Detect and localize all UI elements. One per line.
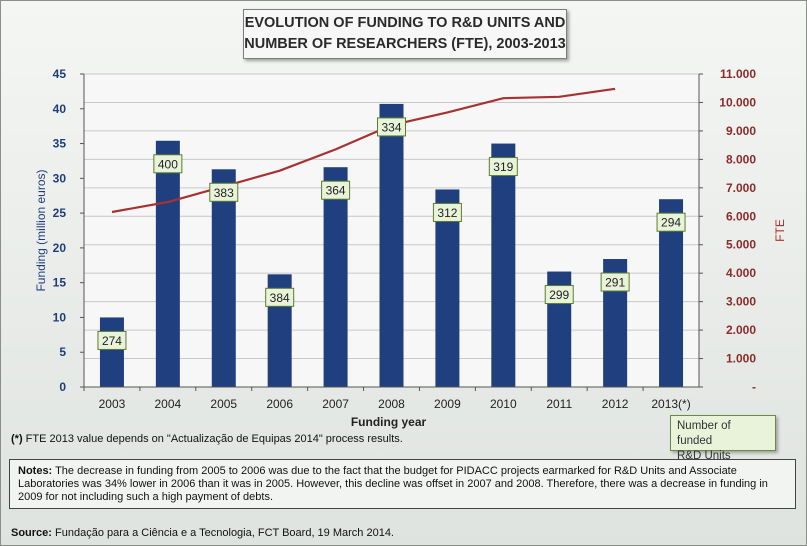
x-axis-title: Funding year — [351, 415, 427, 429]
bar — [379, 103, 404, 388]
data-label-box — [432, 202, 462, 222]
bar-data-label: 334 — [377, 117, 406, 137]
data-label-box — [209, 182, 239, 202]
source-note: Source: Fundação para a Ciência e a Tecn… — [11, 527, 394, 539]
x-tick-label: 2007 — [322, 397, 349, 411]
right-tick-label: 1.000 — [726, 352, 756, 366]
left-tick-label: 15 — [53, 276, 67, 290]
bar-data-labels: 274 400 383 384 364 334 312 319 299 291 294 — [97, 117, 686, 350]
chart-title-line-1: EVOLUTION OF FUNDING TO R&D UNITS AND — [244, 15, 566, 31]
bar-data-label: 383 — [209, 182, 239, 202]
bar — [99, 317, 124, 387]
x-tick-label: 2004 — [155, 397, 182, 411]
data-label-box — [600, 272, 630, 292]
right-tick-label: 3.000 — [726, 295, 756, 309]
left-tick-label: 0 — [59, 380, 66, 394]
right-tick-label: - — [752, 380, 756, 394]
fte-line — [111, 87, 616, 214]
data-label-text: 364 — [326, 184, 346, 198]
left-tick-label: 20 — [53, 241, 67, 255]
bar-data-label: 400 — [153, 154, 183, 174]
chart-title: EVOLUTION OF FUNDING TO R&D UNITS AND NU… — [243, 9, 567, 59]
data-label-text: 274 — [102, 334, 122, 348]
axes: 0 5 10 15 20 25 30 35 40 45 - 1.000 2.000 3.000 4.000 5… — [34, 67, 787, 429]
right-tick-label: 6.000 — [726, 209, 756, 223]
bar-data-label: 364 — [321, 180, 351, 200]
x-tick-label: 2003 — [99, 397, 126, 411]
left-tick-label: 35 — [53, 137, 67, 151]
bar — [323, 167, 348, 387]
right-tick-label: 8.000 — [726, 152, 756, 166]
data-label-text: 294 — [661, 216, 681, 230]
bar — [435, 189, 460, 387]
data-label-text: 383 — [214, 186, 234, 200]
right-tick-label: 11.000 — [720, 67, 756, 81]
x-tick-label: 2005 — [210, 397, 237, 411]
bar — [491, 143, 516, 387]
data-label-box — [488, 157, 518, 177]
x-tick-label: 2013(*) — [651, 397, 690, 411]
left-tick-label: 25 — [53, 206, 67, 220]
bar-data-label: 291 — [600, 272, 630, 292]
x-tick-label: 2012 — [602, 397, 629, 411]
notes-box: Notes: The decrease in funding from 2005… — [9, 459, 796, 509]
bar-data-label: 299 — [544, 285, 574, 305]
data-label-text: 299 — [549, 288, 569, 302]
fte-line-series — [111, 87, 616, 214]
x-tick-label: 2010 — [490, 397, 517, 411]
right-tick-label: 9.000 — [726, 124, 756, 138]
data-label-text: 319 — [493, 160, 513, 174]
data-label-box — [321, 180, 351, 200]
right-tick-label: 5.000 — [726, 238, 756, 252]
bar-data-label: 312 — [432, 202, 462, 222]
left-axis-title: Funding (million euros) — [34, 169, 48, 291]
data-label-box — [265, 287, 295, 307]
left-tick-label: 40 — [53, 102, 67, 116]
x-tick-label: 2009 — [434, 397, 461, 411]
footnote-marker: (*) — [11, 433, 23, 445]
data-label-box — [377, 117, 406, 137]
x-tick-label: 2006 — [266, 397, 293, 411]
left-tick-label: 30 — [53, 171, 67, 185]
x-tick-label: 2011 — [546, 397, 572, 411]
data-label-text: 291 — [605, 276, 625, 290]
x-tick-label: 2008 — [378, 397, 405, 411]
notes-label: Notes: — [18, 465, 53, 477]
left-tick-label: 10 — [53, 310, 67, 324]
right-tick-label: 7.000 — [726, 181, 756, 195]
right-axis-title: FTE — [773, 219, 787, 242]
right-tick-label: 2.000 — [726, 323, 756, 337]
bar-data-label: 294 — [656, 212, 686, 232]
source-text: Fundação para a Ciência e a Tecnologia, … — [51, 527, 394, 539]
chart-title-line-2: NUMBER OF RESEARCHERS (FTE), 2003-2013 — [244, 36, 566, 52]
source-label: Source: — [11, 527, 52, 539]
left-tick-label: 45 — [53, 67, 67, 81]
data-label-text: 384 — [270, 291, 290, 305]
right-tick-label: 4.000 — [726, 266, 756, 280]
data-label-text: 400 — [158, 157, 178, 171]
bar-data-label: 319 — [488, 157, 518, 177]
footnote: (*) FTE 2013 value depends on "Actualiza… — [11, 433, 403, 445]
data-label-box — [656, 212, 686, 232]
bar — [211, 169, 236, 387]
notes-text: The decrease in funding from 2005 to 200… — [18, 465, 768, 503]
bar — [155, 140, 180, 387]
right-tick-label: 10.000 — [719, 95, 756, 109]
data-label-box — [97, 330, 127, 350]
bar-data-label: 274 — [97, 330, 127, 350]
footnote-text: FTE 2013 value depends on "Actualização … — [22, 433, 403, 445]
left-tick-label: 5 — [59, 345, 66, 359]
data-label-box — [544, 285, 574, 305]
data-label-text: 312 — [437, 206, 457, 220]
data-label-text: 334 — [381, 120, 401, 134]
legend: Number of funded R&D Units — [670, 415, 776, 462]
bar-data-label: 384 — [265, 287, 295, 307]
data-label-box — [153, 154, 183, 174]
legend-line-1: Number of funded — [677, 420, 731, 447]
